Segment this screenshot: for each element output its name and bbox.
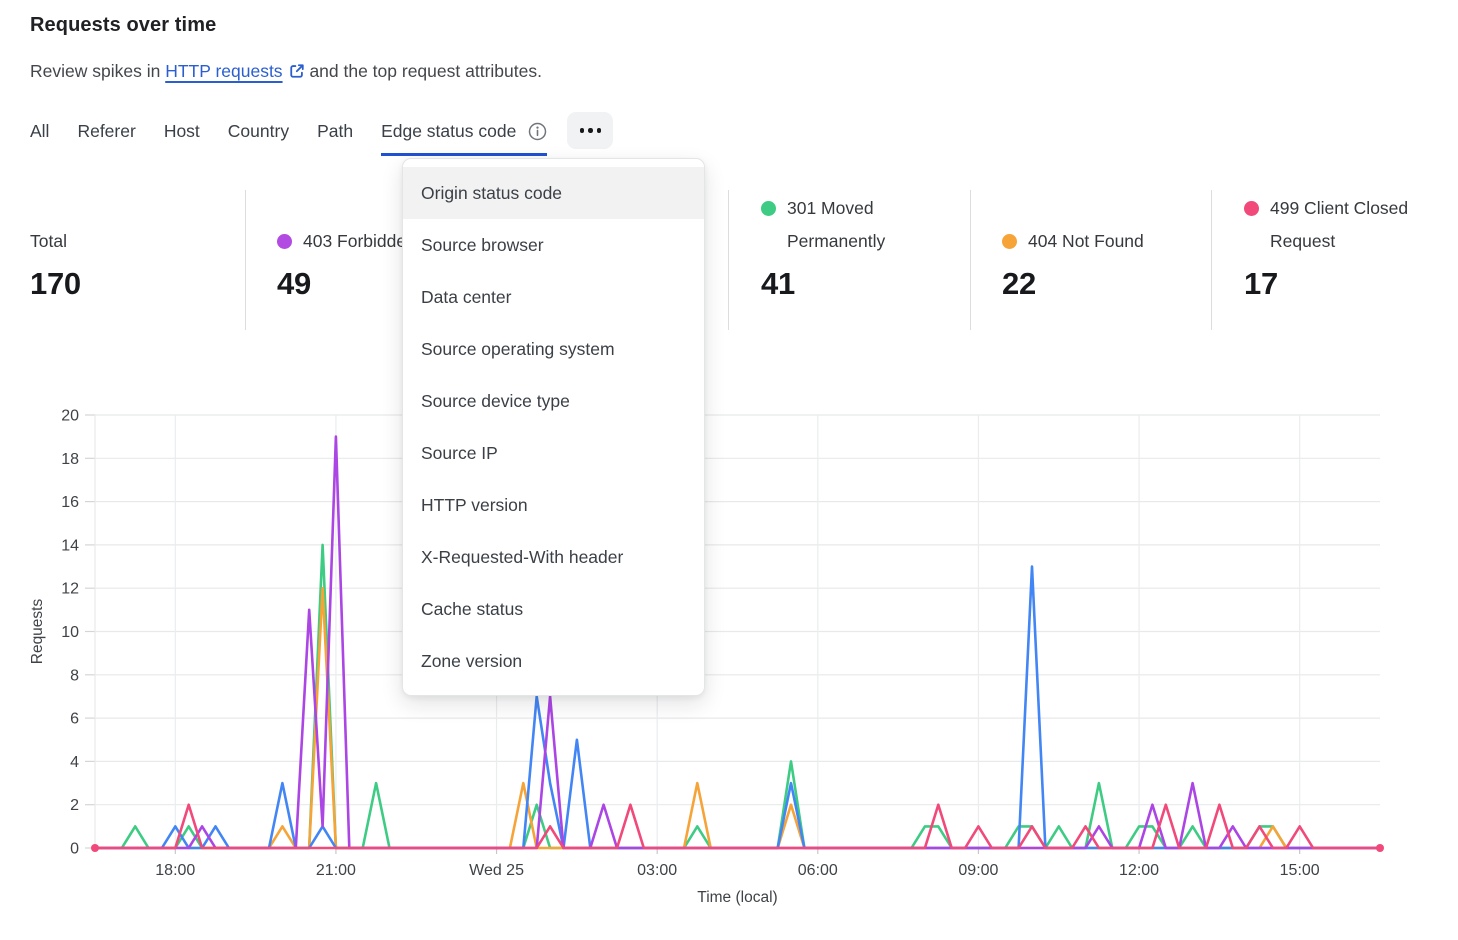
tab-country[interactable]: Country	[227, 121, 290, 141]
stats-divider	[728, 190, 729, 330]
series-line-301-moved-permanently	[93, 543, 1382, 850]
legend-dot	[1244, 201, 1259, 216]
x-tick-label: 06:00	[798, 862, 838, 879]
tab-path[interactable]: Path	[317, 121, 354, 141]
tab-edge-status-code[interactable]: Edge status code	[381, 120, 548, 156]
legend-dot	[1002, 234, 1017, 249]
menu-item-source-browser[interactable]: Source browser	[421, 235, 544, 255]
stats-divider	[245, 190, 246, 330]
ellipsis-icon	[579, 128, 602, 133]
x-tick-label: 21:00	[316, 862, 356, 879]
x-tick-label: 12:00	[1119, 862, 1159, 879]
tab-bar: All Referer Host Country Path Edge status cod…	[30, 112, 614, 156]
subtitle-prefix: Review spikes in	[30, 61, 161, 81]
page-title: Requests over time	[30, 14, 217, 36]
menu-item-zone-version[interactable]: Zone version	[421, 651, 523, 671]
stat-499-client-closed-request: 499 Client Closed Request 17	[1244, 196, 1458, 302]
legend-dot	[761, 201, 776, 216]
stat-value: 41	[761, 266, 795, 301]
tab-all[interactable]: All	[30, 121, 50, 141]
menu-item-origin-status-code[interactable]: Origin status code	[403, 167, 704, 219]
more-tabs-button[interactable]	[567, 112, 614, 149]
tab-referer[interactable]: Referer	[77, 121, 136, 141]
stat-403-forbidden: 403 Forbidden 49	[277, 196, 492, 302]
attribute-dropdown-menu: Origin status code Source browser Data cen…	[402, 158, 705, 696]
y-tick-label: 16	[61, 494, 79, 511]
menu-item-http-version[interactable]: HTTP version	[421, 495, 528, 515]
menu-item-source-device-type[interactable]: Source device type	[421, 391, 570, 411]
stat-value: 17	[1244, 266, 1278, 301]
requests-over-time-chart: 0 2 4 6 8 10 12 14 16 18 20 18:00 21:00 Wed 25 03:00 06…	[29, 408, 1384, 906]
y-tick-label: 18	[61, 451, 79, 468]
stats-divider	[969, 190, 971, 330]
info-icon	[529, 122, 547, 141]
stat-label: 404 Not Found	[1028, 231, 1144, 251]
legend-dot	[277, 234, 292, 249]
external-link-icon	[289, 64, 304, 78]
menu-item-source-operating-system[interactable]: Source operating system	[421, 339, 615, 359]
x-tick-label: 18:00	[155, 862, 195, 879]
stat-total: Total 170	[30, 196, 245, 302]
stat-label: 499 Client Closed Request	[1270, 198, 1409, 251]
y-tick-label: 2	[70, 797, 79, 814]
http-requests-link[interactable]: HTTP requests	[165, 61, 304, 81]
stat-label: Total	[30, 231, 67, 251]
y-axis-title: Requests	[29, 599, 46, 665]
stat-value: 22	[1002, 266, 1036, 301]
stat-label: 301 Moved Permanently	[787, 198, 886, 251]
menu-item-cache-status[interactable]: Cache status	[421, 599, 524, 619]
y-tick-label: 8	[70, 667, 79, 684]
subtitle: Review spikes in HTTP requests and the t…	[30, 61, 542, 82]
menu-item-x-requested-with-header[interactable]: X-Requested-With header	[421, 547, 624, 567]
x-tick-label: 03:00	[637, 862, 677, 879]
stat-label: 403 Forbidden	[303, 231, 416, 251]
series-line-403-forbidden	[93, 435, 1382, 850]
y-tick-label: 14	[61, 537, 79, 554]
subtitle-suffix: and the top request attributes.	[309, 61, 542, 81]
series-endpoint-dot	[1376, 844, 1384, 852]
y-tick-label: 12	[61, 581, 79, 598]
y-tick-label: 10	[61, 624, 79, 641]
x-tick-label: 15:00	[1280, 862, 1320, 879]
menu-item-data-center[interactable]: Data center	[421, 287, 512, 307]
y-tick-label: 20	[61, 408, 79, 425]
y-tick-label: 4	[70, 754, 79, 771]
x-tick-label: Wed 25	[469, 862, 524, 879]
stats-divider	[1211, 190, 1212, 330]
x-tick-label: 09:00	[958, 862, 998, 879]
menu-item-source-ip[interactable]: Source IP	[421, 443, 498, 463]
stat-301-moved-permanently: 301 Moved Permanently 41	[761, 196, 976, 302]
stat-value: 49	[277, 266, 311, 301]
series-endpoint-dot	[91, 844, 99, 852]
stat-404-not-found: 404 Not Found 22	[1002, 196, 1217, 302]
series-line-499-client-closed-request	[93, 803, 1382, 850]
x-axis-title: Time (local)	[697, 889, 777, 906]
stat-value: 170	[30, 266, 81, 301]
tab-host[interactable]: Host	[163, 121, 200, 141]
y-tick-label: 0	[70, 841, 79, 858]
y-tick-label: 6	[70, 711, 79, 728]
